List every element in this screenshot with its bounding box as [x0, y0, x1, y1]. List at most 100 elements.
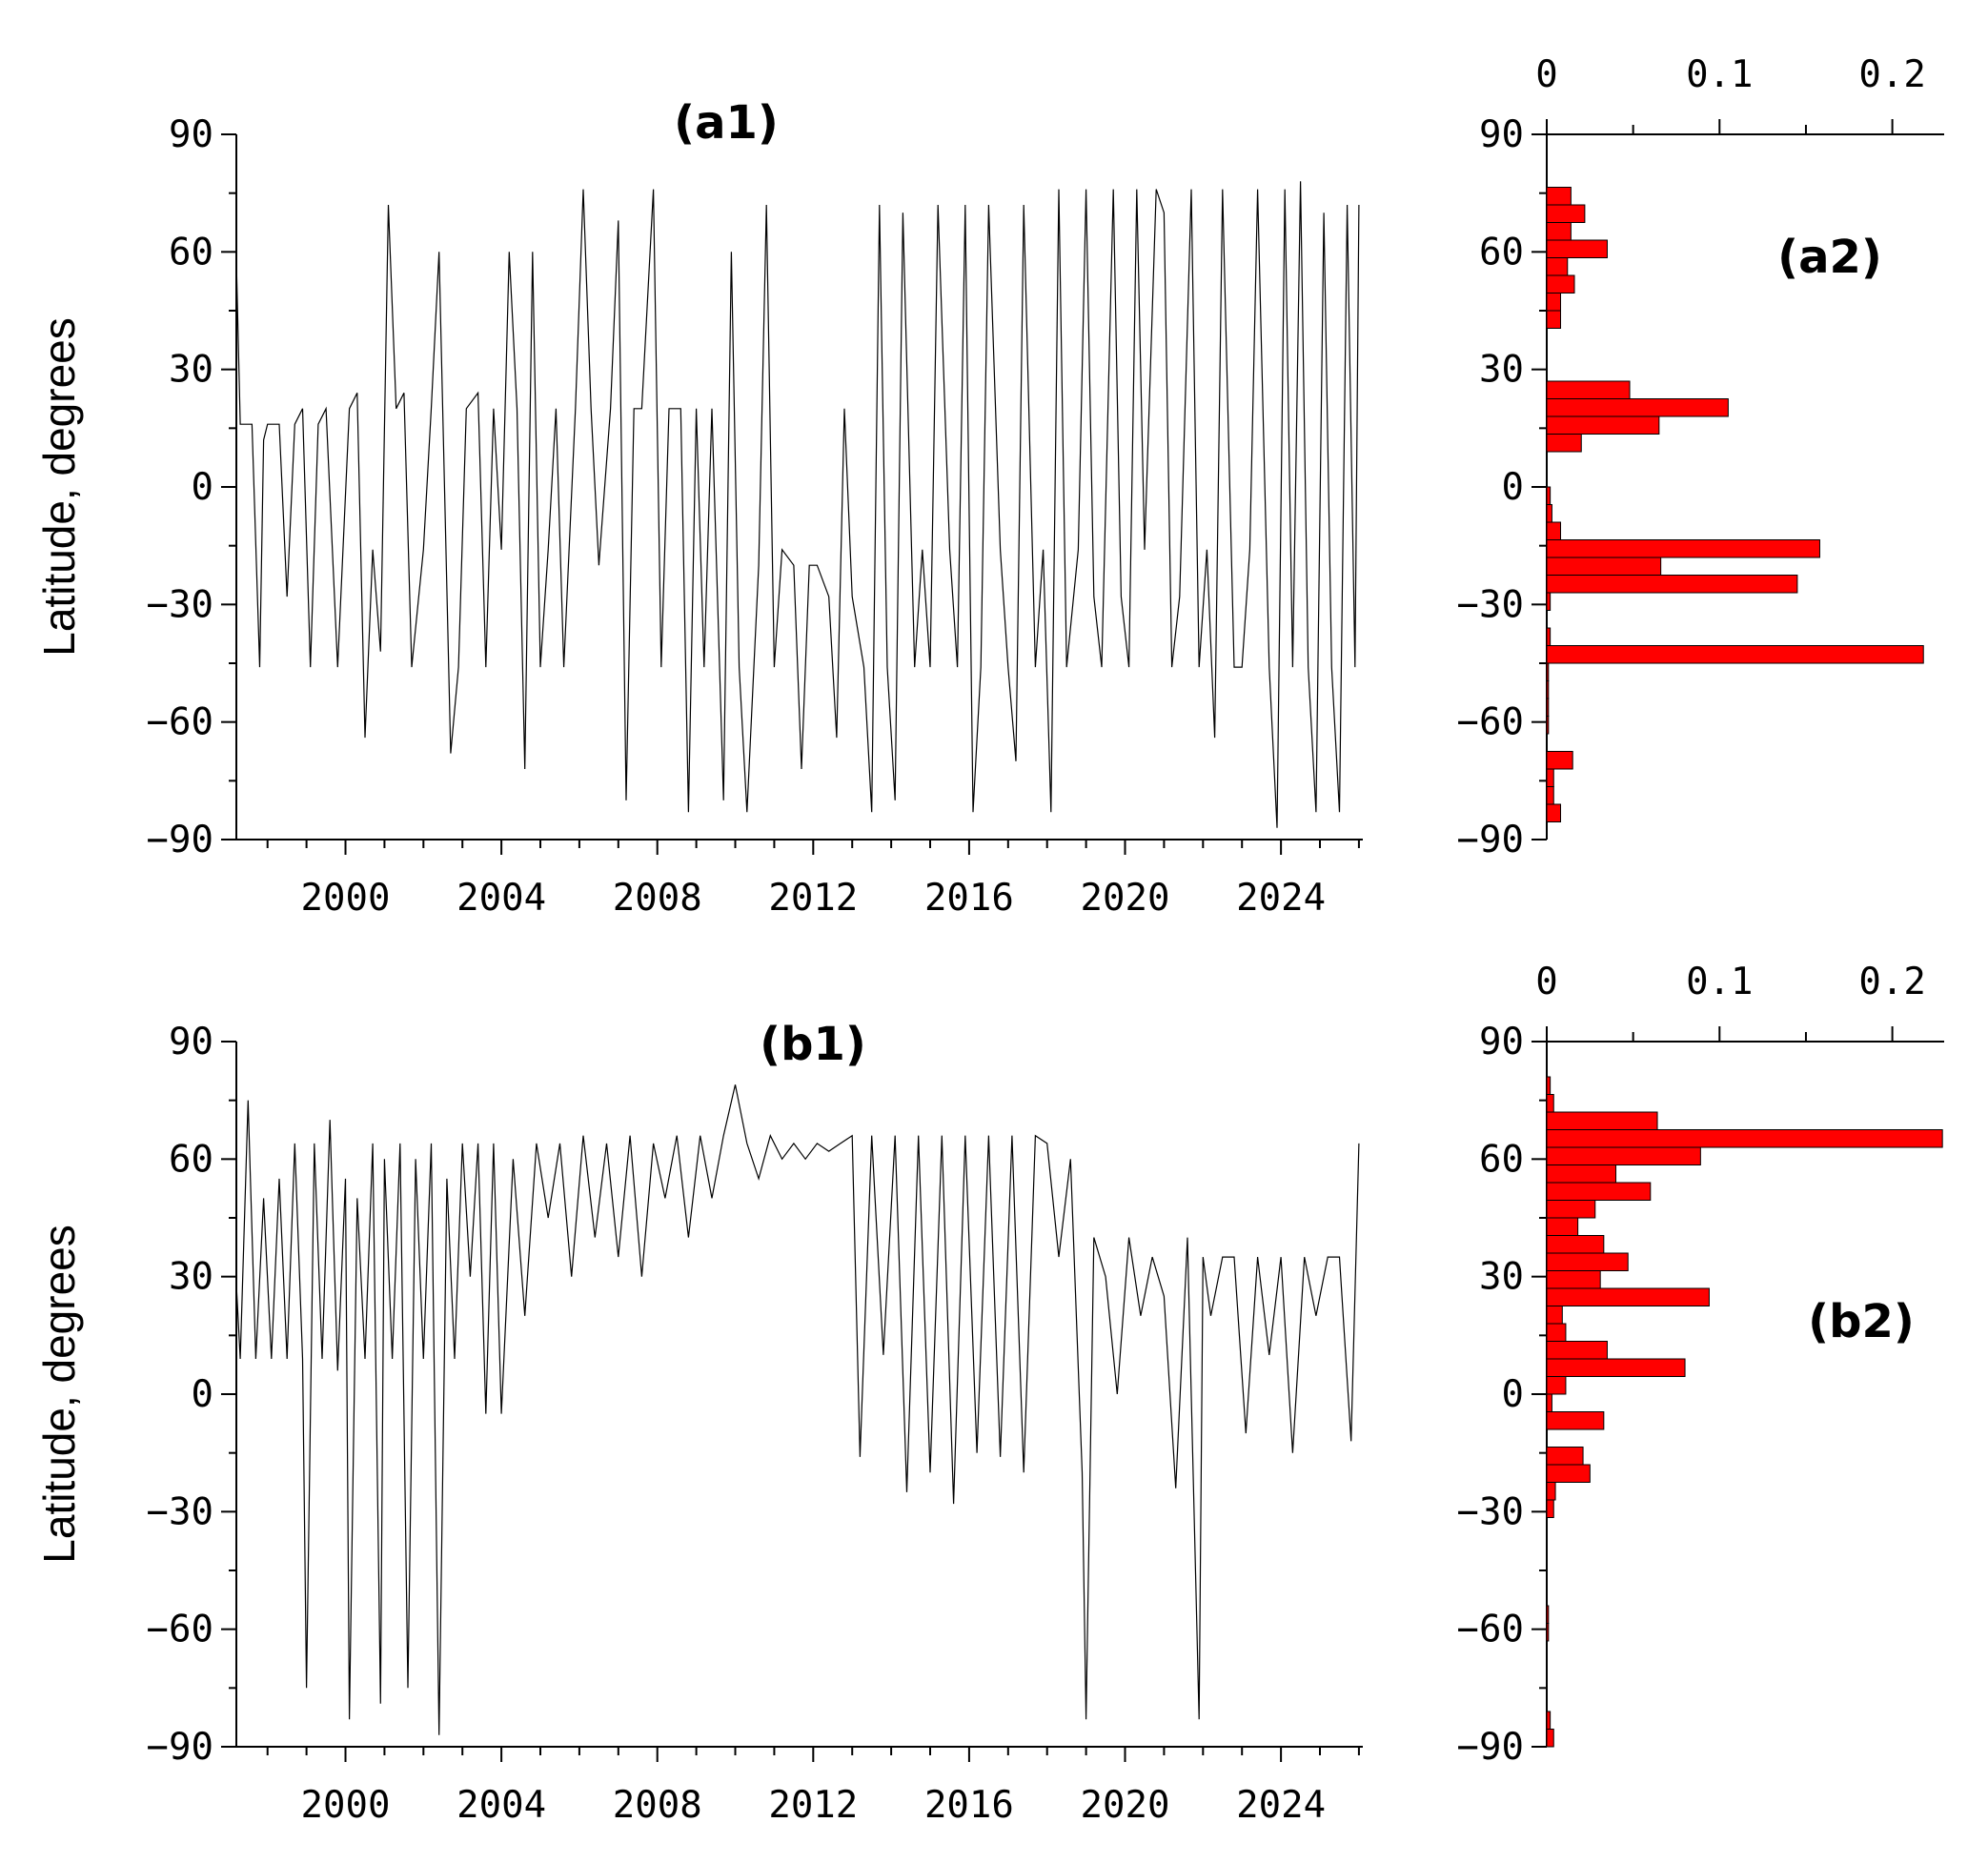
x-tick-label: 0.1 [1686, 961, 1753, 1003]
histogram-bar [1546, 716, 1550, 735]
histogram-bar [1546, 1341, 1608, 1360]
histogram-bar [1546, 1358, 1686, 1377]
y-tick-label: −60 [1457, 701, 1524, 744]
x-tick-label: 2012 [768, 877, 858, 920]
y-tick-label: −30 [147, 583, 213, 626]
y-axis-title: Latitude, degrees [34, 317, 84, 657]
x-tick-label: 2008 [613, 877, 702, 920]
histogram-bar [1546, 539, 1820, 558]
histogram-bar [1546, 1252, 1629, 1271]
y-tick-label: 0 [1502, 466, 1524, 509]
y-tick-label: −60 [147, 1609, 213, 1651]
histogram-bar [1546, 1200, 1596, 1219]
histogram-bar [1546, 1411, 1605, 1430]
histogram-bar [1546, 239, 1608, 258]
y-tick-label: 0 [1502, 1373, 1524, 1416]
y-tick-label: −90 [147, 819, 213, 861]
histogram-bar [1546, 1287, 1710, 1306]
histogram-bar [1546, 1393, 1552, 1412]
x-tick-label: 2020 [1081, 1784, 1170, 1827]
histogram-bar [1546, 1323, 1567, 1342]
histogram-bar [1546, 1623, 1550, 1642]
y-tick-label: 30 [169, 1256, 213, 1299]
histogram-bar [1546, 627, 1552, 646]
histogram-bar [1546, 1711, 1552, 1730]
y-tick-label: 30 [1479, 349, 1524, 392]
y-tick-label: −60 [147, 701, 213, 744]
y-tick-label: 60 [1479, 231, 1524, 273]
histogram-bar [1546, 1111, 1658, 1130]
x-tick-label: 2008 [613, 1784, 702, 1827]
histogram-bar [1546, 768, 1554, 787]
y-tick-label: 60 [169, 231, 213, 273]
histogram-bar [1546, 380, 1631, 399]
x-tick-label: 0.2 [1858, 961, 1925, 1003]
x-tick-label: 0 [1535, 53, 1557, 96]
y-tick-label: −90 [1457, 1726, 1524, 1769]
histogram-bar [1546, 1217, 1579, 1236]
histogram-bar [1546, 187, 1572, 206]
x-tick-label: 2000 [301, 877, 391, 920]
histogram-bar [1546, 1499, 1554, 1518]
y-tick-label: 90 [169, 113, 213, 156]
y-tick-label: 60 [1479, 1138, 1524, 1181]
x-tick-label: 0.1 [1686, 53, 1753, 96]
histogram-bar [1546, 1182, 1652, 1201]
y-tick-label: 0 [192, 1373, 213, 1416]
histogram-bar [1546, 1129, 1943, 1148]
x-tick-label: 2016 [924, 877, 1014, 920]
y-axis-title: Latitude, degrees [34, 1225, 84, 1564]
y-tick-label: 30 [1479, 1256, 1524, 1299]
histogram-bar [1546, 398, 1729, 417]
histogram-bar [1546, 310, 1562, 329]
y-tick-label: −30 [1457, 583, 1524, 626]
y-tick-label: −90 [147, 1726, 213, 1769]
series-line [235, 181, 1360, 828]
y-tick-label: 90 [169, 1021, 213, 1063]
y-tick-label: 0 [192, 466, 213, 509]
panel-label: (b2) [1808, 1295, 1915, 1348]
panel-a2: 0 0.1 0.2 90 60 30 0 −30 −60 −90 (a2) [1457, 53, 1944, 861]
y-tick-label: −90 [1457, 819, 1524, 861]
x-tick-label: 0 [1535, 961, 1557, 1003]
histogram-bar [1546, 274, 1575, 294]
x-tick-label: 2020 [1081, 877, 1170, 920]
histogram-bar [1546, 575, 1798, 594]
histogram-bar [1546, 751, 1573, 770]
histogram-bar [1546, 1094, 1554, 1113]
histogram-bar [1546, 222, 1572, 241]
histogram-bar [1546, 698, 1550, 717]
histogram-bar [1546, 1447, 1584, 1466]
panel-label: (a2) [1777, 231, 1882, 284]
panel-b2: 0 0.1 0.2 90 60 30 0 −30 −60 −90 (b2) [1457, 961, 1944, 1769]
y-tick-label: 90 [1479, 1021, 1524, 1063]
histogram-bar [1546, 257, 1569, 276]
histogram-bar [1546, 1464, 1591, 1483]
histogram-bar [1546, 662, 1550, 681]
x-tick-label: 2000 [301, 1784, 391, 1827]
histogram-bar [1546, 803, 1562, 822]
histogram-bar [1546, 1729, 1554, 1748]
histogram-bar [1546, 1164, 1617, 1184]
histogram-bar [1546, 1270, 1601, 1289]
histogram-bar [1546, 293, 1562, 312]
panel-a1: 90 60 30 0 −30 −60 −90 2000 2004 2008 2012 2016 2020… [34, 96, 1363, 920]
histogram-bar [1546, 521, 1562, 540]
histogram-bar [1546, 415, 1660, 435]
histogram-bar [1546, 434, 1582, 453]
y-tick-label: −60 [1457, 1609, 1524, 1651]
panel-b1: 90 60 30 0 −30 −60 −90 2000 2004 2008 2012 2016 2020… [34, 1018, 1363, 1827]
x-tick-label: 0.2 [1858, 53, 1925, 96]
histogram-bar [1546, 504, 1552, 523]
histogram-bar [1546, 786, 1554, 805]
x-tick-label: 2012 [768, 1784, 858, 1827]
histogram-bar [1546, 204, 1586, 223]
x-tick-label: 2004 [456, 877, 546, 920]
panel-label: (b1) [760, 1018, 866, 1071]
panel-label: (a1) [674, 96, 779, 150]
histogram-bar [1546, 1235, 1605, 1254]
histogram-bar [1546, 1146, 1701, 1165]
histogram-bar [1546, 1076, 1552, 1095]
x-tick-label: 2016 [924, 1784, 1014, 1827]
histogram-bar [1546, 486, 1552, 505]
